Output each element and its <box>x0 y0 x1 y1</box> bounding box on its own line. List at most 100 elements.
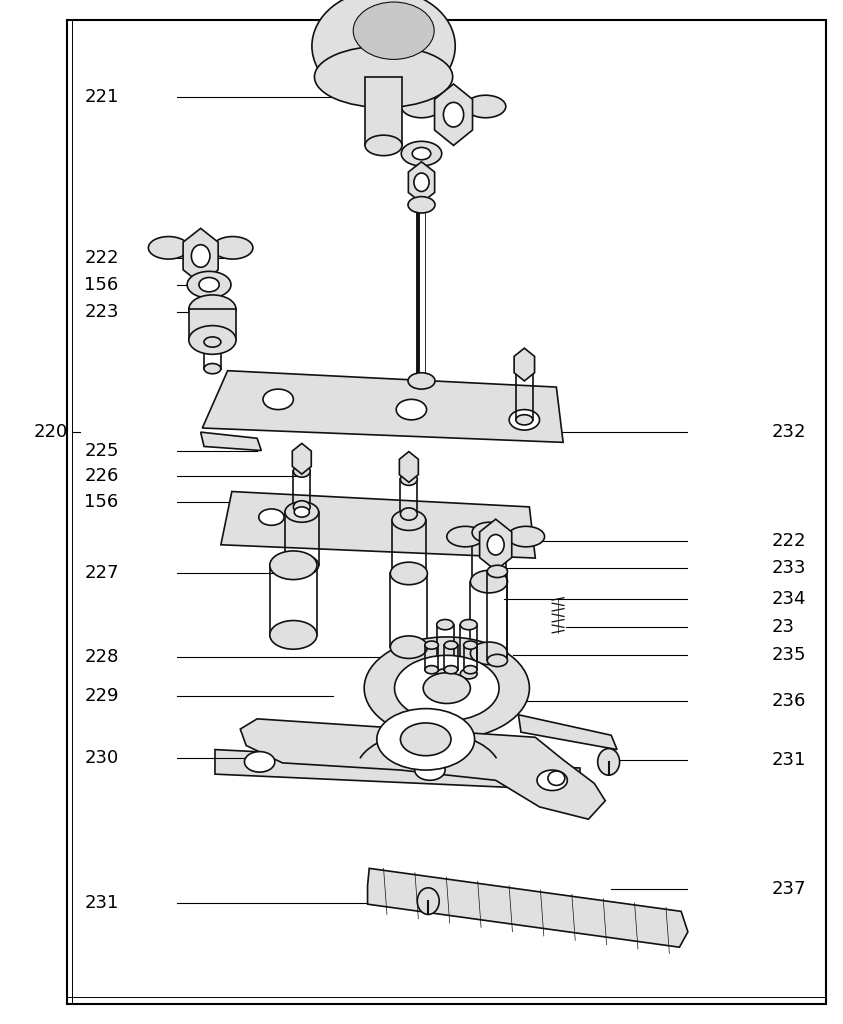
Ellipse shape <box>204 337 221 347</box>
Ellipse shape <box>464 641 477 649</box>
Ellipse shape <box>364 637 529 739</box>
Text: 230: 230 <box>84 749 119 767</box>
Ellipse shape <box>507 526 545 547</box>
Ellipse shape <box>390 636 427 658</box>
Ellipse shape <box>189 295 236 324</box>
Text: 226: 226 <box>84 467 119 485</box>
Ellipse shape <box>148 237 189 259</box>
Ellipse shape <box>199 278 219 292</box>
Ellipse shape <box>414 173 429 191</box>
Polygon shape <box>408 162 435 203</box>
Ellipse shape <box>516 415 533 425</box>
Ellipse shape <box>263 389 293 410</box>
Ellipse shape <box>487 535 504 555</box>
Polygon shape <box>400 452 418 482</box>
Text: 234: 234 <box>771 590 806 608</box>
Text: 156: 156 <box>84 275 119 294</box>
Ellipse shape <box>465 95 506 118</box>
Ellipse shape <box>365 135 402 156</box>
Text: 220: 220 <box>34 423 68 441</box>
Polygon shape <box>518 715 617 750</box>
Ellipse shape <box>412 147 431 160</box>
Ellipse shape <box>423 673 470 703</box>
Ellipse shape <box>460 669 477 679</box>
Ellipse shape <box>401 141 442 166</box>
Ellipse shape <box>516 366 533 376</box>
Ellipse shape <box>259 509 284 525</box>
Ellipse shape <box>472 522 506 543</box>
Ellipse shape <box>464 666 477 674</box>
Text: 156: 156 <box>84 493 119 511</box>
Ellipse shape <box>548 771 565 785</box>
Ellipse shape <box>270 551 317 580</box>
Ellipse shape <box>425 641 438 649</box>
Ellipse shape <box>487 654 507 667</box>
Ellipse shape <box>598 749 620 775</box>
Ellipse shape <box>447 526 484 547</box>
Text: 233: 233 <box>771 559 806 578</box>
Ellipse shape <box>293 501 310 513</box>
Ellipse shape <box>244 752 275 772</box>
Text: 221: 221 <box>84 88 119 106</box>
Polygon shape <box>189 309 236 340</box>
Polygon shape <box>183 228 218 284</box>
Ellipse shape <box>437 620 454 630</box>
Ellipse shape <box>285 502 319 522</box>
Ellipse shape <box>472 571 506 592</box>
Text: 222: 222 <box>84 249 119 267</box>
Polygon shape <box>434 84 473 145</box>
Ellipse shape <box>287 503 317 521</box>
Text: 223: 223 <box>84 303 119 322</box>
Ellipse shape <box>191 245 210 267</box>
Text: 232: 232 <box>771 423 806 441</box>
Ellipse shape <box>415 760 445 780</box>
Ellipse shape <box>270 621 317 649</box>
Ellipse shape <box>437 669 454 679</box>
Ellipse shape <box>417 888 439 914</box>
Text: 222: 222 <box>771 531 806 550</box>
Text: 227: 227 <box>84 564 119 583</box>
Polygon shape <box>202 371 563 442</box>
Ellipse shape <box>212 237 253 259</box>
Ellipse shape <box>470 570 507 593</box>
Ellipse shape <box>312 0 455 102</box>
Polygon shape <box>293 443 311 474</box>
Text: 231: 231 <box>84 894 119 912</box>
Ellipse shape <box>408 373 435 389</box>
Ellipse shape <box>187 271 231 298</box>
Ellipse shape <box>314 46 453 108</box>
Ellipse shape <box>377 709 475 770</box>
Polygon shape <box>480 519 512 570</box>
Ellipse shape <box>390 562 427 585</box>
Ellipse shape <box>400 473 417 485</box>
Ellipse shape <box>444 641 458 649</box>
Text: 225: 225 <box>84 441 119 460</box>
Ellipse shape <box>425 666 438 674</box>
Ellipse shape <box>400 723 451 756</box>
Text: 235: 235 <box>771 646 806 665</box>
Ellipse shape <box>285 555 319 575</box>
Ellipse shape <box>400 508 417 520</box>
Ellipse shape <box>204 364 221 374</box>
Ellipse shape <box>487 565 507 578</box>
Polygon shape <box>240 719 605 819</box>
Ellipse shape <box>293 465 310 477</box>
Ellipse shape <box>537 770 567 791</box>
Polygon shape <box>365 77 402 145</box>
Text: 23: 23 <box>771 617 794 636</box>
Text: 228: 228 <box>84 648 119 667</box>
Ellipse shape <box>189 326 236 354</box>
Text: 237: 237 <box>771 880 806 898</box>
Polygon shape <box>215 750 580 791</box>
Ellipse shape <box>509 410 540 430</box>
Ellipse shape <box>401 95 442 118</box>
Text: 229: 229 <box>84 687 119 706</box>
Ellipse shape <box>476 524 502 541</box>
Ellipse shape <box>396 399 427 420</box>
Ellipse shape <box>395 655 499 721</box>
Ellipse shape <box>443 102 464 127</box>
Ellipse shape <box>408 197 435 213</box>
Polygon shape <box>201 432 261 451</box>
Ellipse shape <box>392 563 426 584</box>
Polygon shape <box>221 492 535 558</box>
